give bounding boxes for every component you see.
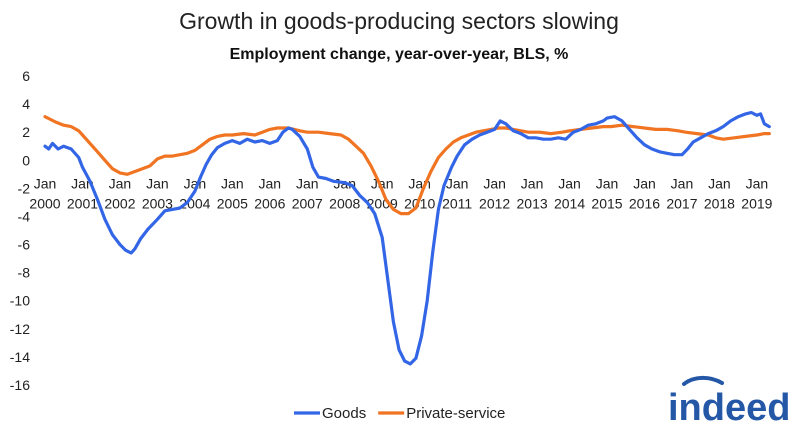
x-tick-label-year: 2019 [741,195,772,211]
legend-label: Private-service [406,405,505,422]
logo-wordmark: indeed [668,387,790,429]
x-tick-label-year: 2014 [554,195,585,211]
x-tick-label-month: Jan [671,175,694,191]
logo-arc-icon [682,375,724,386]
y-tick-label: -10 [10,293,30,309]
y-tick-label: -6 [18,237,31,253]
x-tick-label-year: 2011 [442,195,472,211]
x-tick-label-month: Jan [596,175,619,191]
x-tick-label-month: Jan [259,175,282,191]
x-tick-label-month: Jan [221,175,244,191]
x-tick-label-month: Jan [146,175,169,191]
x-tick-label-year: 2008 [329,195,360,211]
x-tick-label-year: 2001 [67,195,98,211]
y-tick-label: -8 [18,265,31,281]
chart-title: Growth in goods-producing sectors slowin… [179,8,619,34]
x-tick-label-month: Jan [746,175,769,191]
indeed-logo: indeed [668,375,790,429]
x-tick-label-year: 2002 [104,195,135,211]
y-tick-label: 2 [22,124,30,140]
x-tick-label-month: Jan [633,175,656,191]
x-tick-label-year: 2016 [629,195,660,211]
x-tick-label-year: 2007 [292,195,323,211]
y-tick-label: -12 [10,321,30,337]
x-tick-label-year: 2015 [591,195,622,211]
y-tick-label: -14 [10,349,30,365]
x-tick-label-month: Jan [483,175,506,191]
x-tick-label-year: 2000 [29,195,60,211]
x-tick-label-year: 2018 [704,195,735,211]
x-tick-label-year: 2010 [404,195,435,211]
x-tick-label-year: 2017 [666,195,697,211]
legend-label: Goods [322,405,366,422]
y-tick-label: -4 [18,208,31,224]
y-axis-ticks: 6 4 2 0 -2 -4 -6 -8 -10 -12 -14 -16 [10,68,30,393]
y-tick-label: 4 [22,96,30,112]
x-tick-label-year: 2012 [479,195,510,211]
x-tick-label-year: 2006 [254,195,285,211]
series-lines [43,110,771,366]
x-tick-label-month: Jan [558,175,581,191]
x-tick-label-month: Jan [34,175,57,191]
x-tick-label-year: 2004 [179,195,210,211]
y-tick-label: -16 [10,377,30,393]
x-tick-label-year: 2005 [217,195,248,211]
x-tick-label-month: Jan [296,175,319,191]
x-tick-label-month: Jan [446,175,469,191]
x-tick-label-month: Jan [521,175,544,191]
x-tick-label-year: 2003 [142,195,173,211]
chart-subtitle: Employment change, year-over-year, BLS, … [229,46,569,63]
y-tick-label: 6 [22,68,30,84]
x-tick-label-month: Jan [708,175,731,191]
y-tick-label: -2 [18,180,31,196]
x-axis-ticks: Jan 2000 Jan 2001 Jan 2002 Jan 2003 Jan 2004 Jan 20… [29,175,772,211]
legend: Goods Private-service [294,405,505,422]
x-tick-label-year: 2013 [517,195,548,211]
y-tick-label: 0 [22,152,30,168]
series-line-private-service [43,115,771,216]
series-line-goods [43,110,771,366]
x-tick-label-month: Jan [109,175,132,191]
